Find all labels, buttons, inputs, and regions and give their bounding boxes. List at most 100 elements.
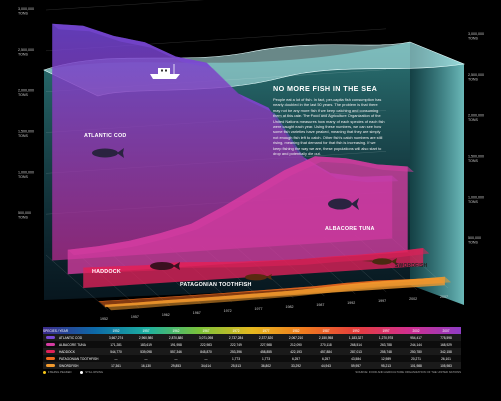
grid-line [45, 254, 109, 311]
fish-icon [46, 350, 55, 353]
table-cell: 3,667,274 [108, 335, 124, 340]
x-tick-label: 1972 [224, 309, 232, 313]
table-cell: 457,884 [320, 349, 332, 354]
y-tick-unit: TONS [18, 175, 29, 179]
y-tick-unit: TONS [18, 93, 29, 97]
table-cell: 44,943 [321, 363, 331, 368]
fish-icon [46, 343, 55, 346]
table-cell: 3,071,098 [198, 335, 214, 340]
table-cell: 557,346 [170, 349, 182, 354]
glass-side-panel [410, 42, 464, 305]
table-cell: 2,377,520 [258, 335, 274, 340]
table-row: ATLANTIC COD 3,667,274 2,960,980 2,870,880 3… [43, 334, 461, 341]
table-header-year: 2007 [442, 328, 450, 333]
table-header-year: 1957 [142, 328, 150, 333]
table-cell: 12,989 [381, 356, 391, 361]
y-tick-label: 2,000,000 [18, 89, 34, 93]
table-cell: 1,270,978 [378, 335, 394, 340]
table-cell: 17,361 [111, 363, 121, 368]
table-cell: 255,748 [380, 349, 392, 354]
haddock-fish-icon [150, 262, 180, 270]
x-tick-label: 1987 [316, 303, 324, 307]
chart-description: People eat a lot of fish. In fact, per-c… [273, 97, 385, 157]
y-tick-unit: TONS [18, 216, 29, 220]
table-cell: 544,770 [110, 349, 122, 354]
table-cell: 539,098 [140, 349, 152, 354]
toothfish-fish-icon [245, 274, 272, 281]
y-tick-unit: TONS [18, 52, 29, 56]
table-cell: 458,855 [260, 349, 272, 354]
chart-title: NO MORE FISH IN THE SEA [273, 84, 378, 93]
table-cell: 33,292 [291, 363, 301, 368]
table-cell: 253,396 [230, 349, 242, 354]
table-cell: 36,802 [261, 363, 271, 368]
table-cell: 191,958 [170, 342, 182, 347]
table-row-name: ATLANTIC COD [43, 336, 101, 340]
table-cell: 183,619 [140, 342, 152, 347]
table-header-year: 1952 [112, 328, 120, 333]
cod-fish-icon [92, 148, 124, 158]
ribbon-albacore-tuna [67, 156, 414, 256]
y-tick-unit-right: TONS [468, 37, 479, 41]
table-cell: 26,101 [441, 356, 451, 361]
series-areas [52, 23, 452, 311]
table-cell: 2,737,284 [228, 335, 244, 340]
y-tick-unit-right: TONS [468, 200, 479, 204]
y-tick-label-right: 2,000,000 [468, 114, 484, 118]
table-cell: — [204, 356, 208, 361]
table-cell: 171,281 [110, 342, 122, 347]
y-tick-label: 1,500,000 [18, 130, 34, 134]
table-header-year: 1977 [262, 328, 270, 333]
x-tick-label: 1962 [162, 313, 170, 317]
x-tick-label: 1992 [347, 301, 355, 305]
swordfish-fish-icon [362, 258, 397, 265]
legend-rising: STILL RISING [80, 370, 103, 374]
table-cell: 227,988 [260, 342, 272, 347]
y-tick-label-right: 2,500,000 [468, 73, 484, 77]
x-tick-label: 1997 [378, 299, 386, 303]
table-cell: 168,929 [440, 342, 452, 347]
table-row: ALBACORE TUNA 171,281 183,619 191,958 222,98… [43, 341, 461, 348]
table-row-name: PATAGONIAN TOOTHFISH [43, 357, 101, 361]
table-row: HADDOCK 544,770 539,098 557,346 845,870 253,3… [43, 348, 461, 355]
x-tick-label: 1957 [131, 315, 139, 319]
x-tick-label: 1982 [285, 305, 293, 309]
y-tick-unit-right: TONS [468, 159, 479, 163]
fish-icon [46, 364, 55, 367]
table-cell: 1,773 [262, 356, 270, 361]
y-tick-label: 500,000 [18, 211, 31, 215]
table-cell: — [114, 356, 118, 361]
x-tick-label: 2002 [409, 297, 417, 301]
y-tick-label-right: 500,000 [468, 236, 481, 240]
y-tick-label-right: 1,500,000 [468, 155, 484, 159]
table-header-year: 1992 [352, 328, 360, 333]
x-tick-label: 1977 [255, 307, 263, 311]
y-tick-label: 3,000,000 [18, 7, 34, 11]
y-tick-label-right: 3,000,000 [468, 32, 484, 36]
table-cell: — [174, 356, 178, 361]
table-footer: FISHING PEAKED STILL RISING SOURCE: FOOD… [43, 370, 461, 374]
grid-line [45, 0, 205, 11]
tuna-fish-icon [328, 198, 359, 210]
table-cell: 244,144 [410, 342, 422, 347]
y-tick-unit: TONS [18, 134, 29, 138]
label-atlantic-cod: ATLANTIC COD [84, 133, 126, 139]
table-cell: 6,257 [322, 356, 330, 361]
table-cell: 16,130 [141, 363, 151, 368]
table-header-year: 1967 [202, 328, 210, 333]
y-tick-unit-right: TONS [468, 241, 479, 245]
y-tick-unit-right: TONS [468, 118, 479, 122]
table-cell: 1,773 [232, 356, 240, 361]
table-cell: 20,271 [411, 356, 421, 361]
table-cell: 59,957 [351, 363, 361, 368]
table-header-year: 2002 [412, 328, 420, 333]
table-cell: 263,788 [380, 342, 392, 347]
table-row: PATAGONIAN TOOTHFISH — — — — 1,773 1,773 6,257 6… [43, 355, 461, 362]
y-tick-unit-right: TONS [468, 77, 479, 81]
table-cell: 422,193 [290, 349, 302, 354]
x-tick-label: 1967 [193, 311, 201, 315]
table-cell: 2,960,980 [138, 335, 154, 340]
table-cell: 101,988 [410, 363, 422, 368]
table-cell: 222,749 [230, 342, 242, 347]
